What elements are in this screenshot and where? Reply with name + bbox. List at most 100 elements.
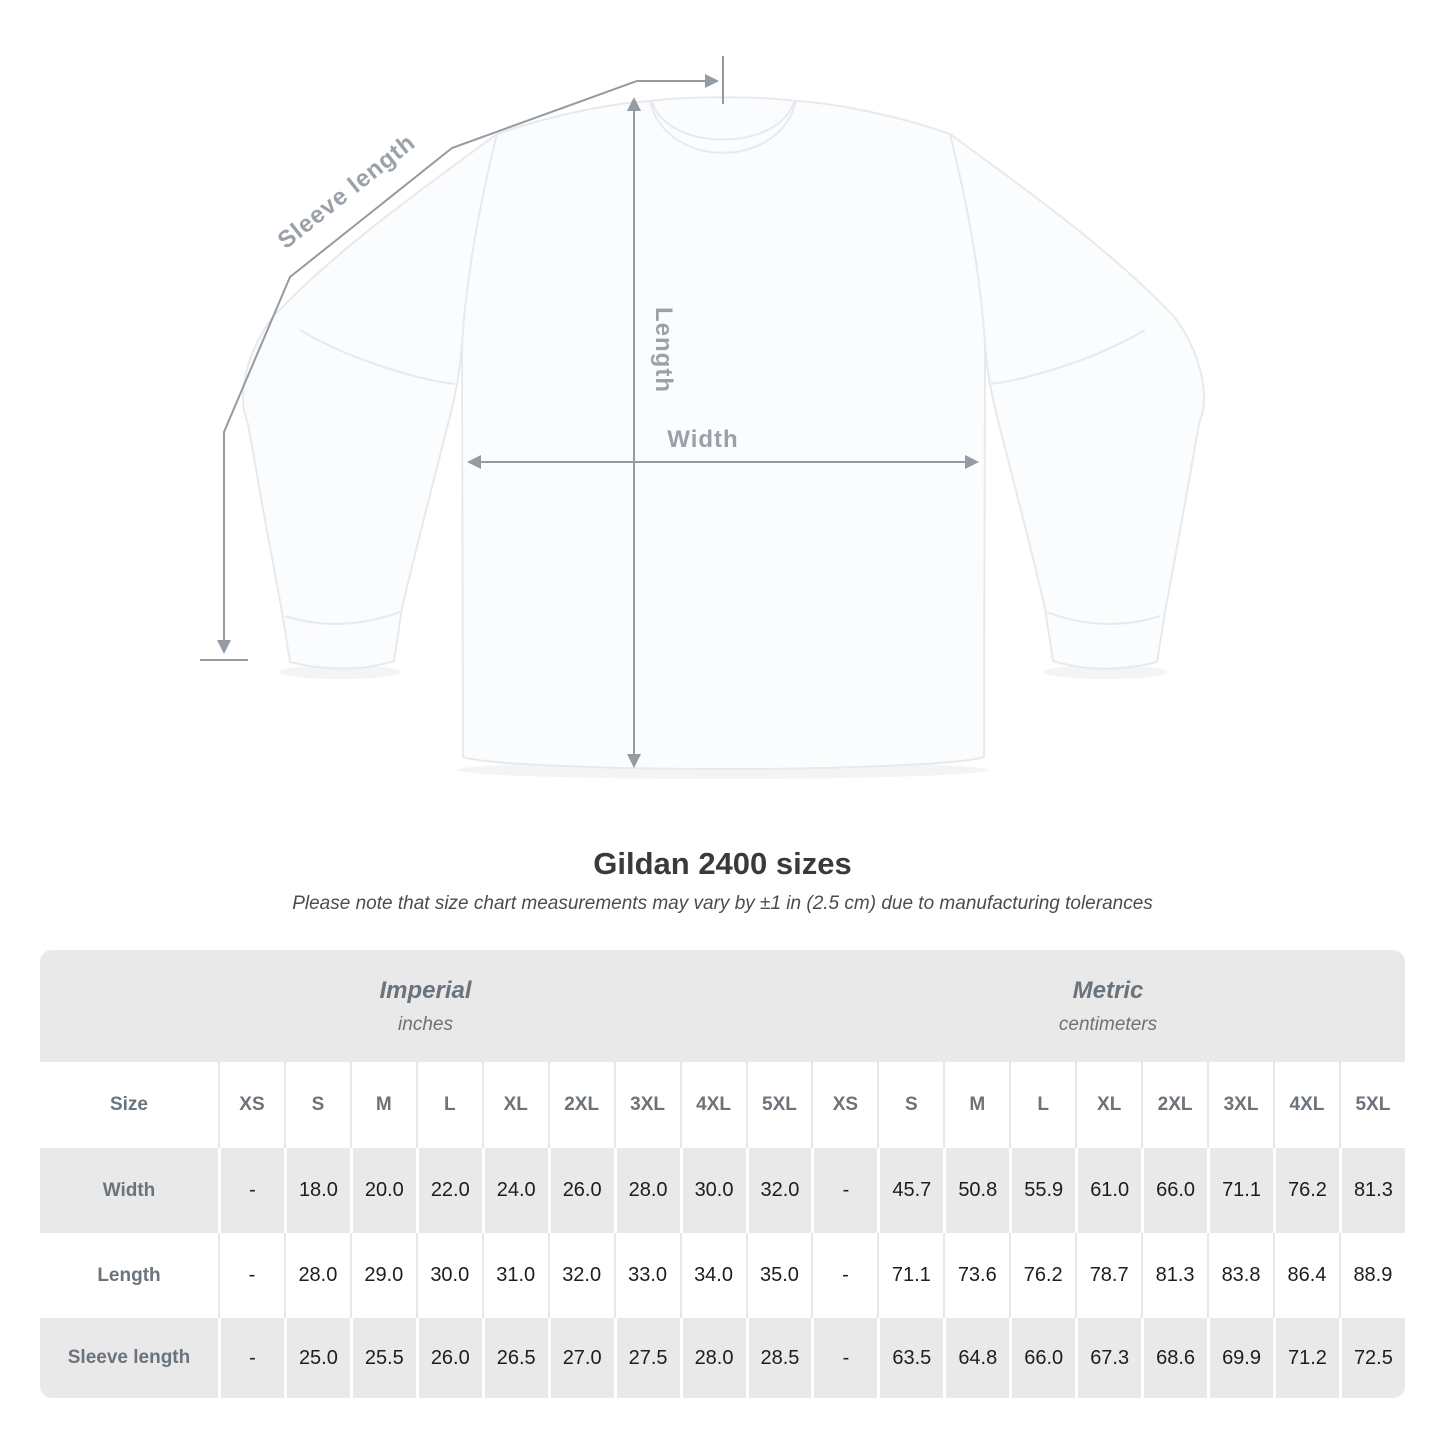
width-metric-m: 50.8 (943, 1148, 1009, 1233)
sleeve-metric-3xl: 69.9 (1207, 1318, 1273, 1398)
size-header: XL (1075, 1062, 1141, 1148)
width-right-arrowhead (965, 455, 979, 469)
length-metric-5xl: 88.9 (1338, 1233, 1405, 1318)
sleeve-metric-s: 63.5 (877, 1318, 943, 1398)
length-metric-3xl: 83.8 (1207, 1233, 1273, 1318)
length-imperial-4xl: 34.0 (679, 1233, 746, 1318)
length-imperial-s: 28.0 (283, 1233, 350, 1318)
sleeve-metric-l: 66.0 (1009, 1318, 1075, 1398)
width-metric-2xl: 66.0 (1141, 1148, 1207, 1233)
length-metric-l: 76.2 (1009, 1233, 1075, 1318)
left-armhole-seam (461, 133, 498, 345)
sleeve-end-arrowhead (217, 640, 231, 654)
sleeve-imperial-l: 26.0 (415, 1318, 482, 1398)
width-metric-xl: 61.0 (1075, 1148, 1141, 1233)
size-header-row: Size XS S M L XL 2XL 3XL 4XL 5XL XS S M … (40, 1062, 1405, 1148)
length-imperial-2xl: 32.0 (547, 1233, 614, 1318)
table-row-sleeve-length: Sleeve length - 25.0 25.5 26.0 26.5 27.0… (40, 1318, 1405, 1398)
imperial-unit: inches (398, 1013, 453, 1035)
sleeve-imperial-4xl: 28.0 (679, 1318, 746, 1398)
length-imperial-l: 30.0 (415, 1233, 482, 1318)
left-cuff-seam (284, 611, 401, 625)
size-header: 4XL (1273, 1062, 1339, 1148)
width-label: Width (667, 426, 738, 453)
size-header: S (877, 1062, 943, 1148)
size-header: 5XL (1338, 1062, 1405, 1148)
row-label: Sleeve length (67, 1347, 191, 1368)
length-metric-2xl: 81.3 (1141, 1233, 1207, 1318)
width-imperial-l: 22.0 (415, 1148, 482, 1233)
width-metric-s: 45.7 (877, 1148, 943, 1233)
imperial-title: Imperial (379, 976, 472, 1004)
width-imperial-4xl: 30.0 (679, 1148, 746, 1233)
size-header: 3XL (613, 1062, 680, 1148)
right-armhole-seam (949, 133, 986, 345)
width-imperial-m: 20.0 (349, 1148, 416, 1233)
page-title: Gildan 2400 sizes (593, 846, 852, 881)
width-metric-3xl: 71.1 (1207, 1148, 1273, 1233)
length-bottom-arrowhead (627, 754, 641, 768)
sleeve-imperial-2xl: 27.0 (547, 1318, 614, 1398)
length-imperial-5xl: 35.0 (745, 1233, 812, 1318)
width-metric-xs: - (811, 1148, 877, 1233)
table-row-width: Width - 18.0 20.0 22.0 24.0 26.0 28.0 30… (40, 1148, 1405, 1233)
size-header: M (349, 1062, 416, 1148)
width-left-arrowhead (467, 455, 481, 469)
left-sleeve-fold (299, 329, 456, 385)
size-header: 2XL (1141, 1062, 1207, 1148)
sleeve-imperial-5xl: 28.5 (745, 1318, 812, 1398)
width-metric-4xl: 76.2 (1273, 1148, 1339, 1233)
sleeve-metric-m: 64.8 (943, 1318, 1009, 1398)
size-header: XS (811, 1062, 877, 1148)
length-imperial-m: 29.0 (349, 1233, 416, 1318)
length-metric-xl: 78.7 (1075, 1233, 1141, 1318)
length-metric-4xl: 86.4 (1273, 1233, 1339, 1318)
size-header: S (283, 1062, 350, 1148)
sleeve-metric-xs: - (811, 1318, 877, 1398)
length-metric-m: 73.6 (943, 1233, 1009, 1318)
length-metric-s: 71.1 (877, 1233, 943, 1318)
imperial-band: Imperial inches (40, 950, 811, 1062)
width-imperial-s: 18.0 (283, 1148, 350, 1233)
sleeve-metric-5xl: 72.5 (1338, 1318, 1405, 1398)
size-table: Imperial inches Metric centimeters Size … (40, 950, 1405, 1398)
metric-title: Metric (1072, 976, 1144, 1004)
sleeve-imperial-m: 25.5 (349, 1318, 416, 1398)
page-subtitle: Please note that size chart measurements… (292, 893, 1153, 914)
width-imperial-xl: 24.0 (481, 1148, 548, 1233)
size-header: L (1009, 1062, 1075, 1148)
width-imperial-5xl: 32.0 (745, 1148, 812, 1233)
width-imperial-2xl: 26.0 (547, 1148, 614, 1233)
sleeve-metric-2xl: 68.6 (1141, 1318, 1207, 1398)
sleeve-imperial-3xl: 27.5 (613, 1318, 680, 1398)
sleeve-metric-4xl: 71.2 (1273, 1318, 1339, 1398)
width-imperial-xs: - (218, 1148, 284, 1233)
length-top-arrowhead (627, 97, 641, 111)
collar-band (649, 100, 797, 154)
metric-band: Metric centimeters (811, 950, 1405, 1062)
sleeve-top-arrowhead (705, 74, 719, 88)
heading-block: Gildan 2400 sizes Please note that size … (0, 846, 1445, 915)
size-header: XL (481, 1062, 548, 1148)
table-row-length: Length - 28.0 29.0 30.0 31.0 32.0 33.0 3… (40, 1233, 1405, 1318)
size-header: 5XL (745, 1062, 812, 1148)
size-header: 3XL (1207, 1062, 1273, 1148)
sleeve-imperial-xs: - (218, 1318, 284, 1398)
unit-band-row: Imperial inches Metric centimeters (40, 950, 1405, 1062)
shirt-silhouette (242, 96, 1205, 771)
width-imperial-3xl: 28.0 (613, 1148, 680, 1233)
left-cuff-shadow (278, 665, 402, 679)
right-sleeve-fold (989, 329, 1146, 385)
size-header: 4XL (679, 1062, 746, 1148)
right-cuff-seam (1046, 611, 1161, 625)
size-header: L (415, 1062, 482, 1148)
size-header: M (943, 1062, 1009, 1148)
length-label: Length (650, 307, 677, 393)
length-imperial-3xl: 33.0 (613, 1233, 680, 1318)
size-header: 2XL (547, 1062, 614, 1148)
width-metric-5xl: 81.3 (1338, 1148, 1405, 1233)
length-metric-xs: - (811, 1233, 877, 1318)
length-imperial-xs: - (218, 1233, 284, 1318)
row-label: Length (97, 1264, 161, 1286)
